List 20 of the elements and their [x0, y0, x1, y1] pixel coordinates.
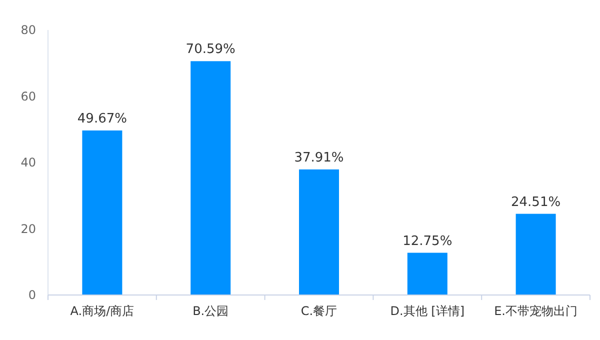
y-tick-label: 0	[28, 288, 36, 302]
x-tick-label: D.其他 [详情]	[390, 304, 465, 318]
bar	[190, 61, 231, 295]
y-tick-label: 80	[20, 23, 36, 37]
y-tick-label: 20	[20, 222, 36, 236]
x-tick-label: A.商场/商店	[70, 304, 134, 318]
x-tick-label: E.不带宠物出门	[494, 304, 578, 318]
data-label: 37.91%	[294, 150, 344, 166]
bar	[407, 252, 448, 295]
data-label: 24.51%	[511, 194, 561, 210]
data-label: 49.67%	[77, 111, 127, 126]
y-tick-label: 40	[20, 156, 36, 170]
x-tick-label: C.餐厅	[300, 304, 338, 318]
x-tick-label: B.公园	[192, 304, 229, 318]
data-label: 12.75%	[402, 234, 452, 249]
bar	[516, 214, 556, 295]
bar	[299, 169, 339, 295]
bar	[82, 130, 122, 295]
y-tick-label: 60	[20, 89, 36, 104]
data-label: 70.59%	[186, 42, 236, 58]
